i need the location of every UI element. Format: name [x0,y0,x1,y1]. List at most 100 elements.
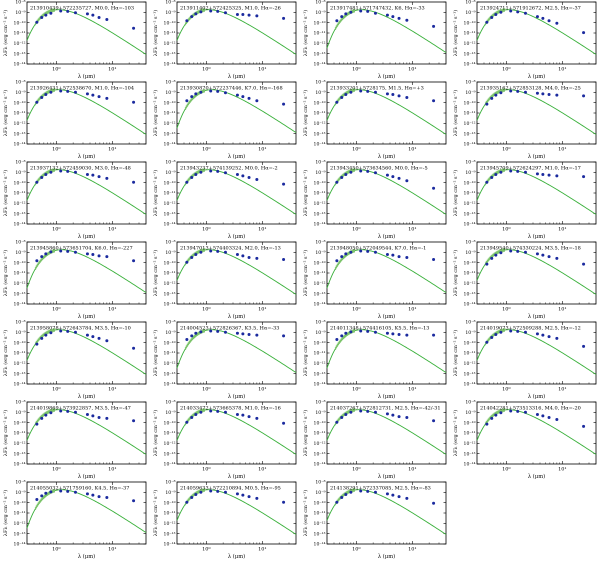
x-axis-label: λ (μm) [528,233,545,240]
photometry-point [340,334,344,338]
photometry-point [255,99,259,103]
photometry-point [199,170,203,174]
photometry-point [255,256,259,260]
y-tick-label: 10⁻⁸ [315,320,325,326]
panel-title: 214059633+572210894, M0.5, Hα=-95 [180,486,281,492]
y-tick-label: 10⁻¹⁰ [14,500,26,506]
photometry-point [432,258,436,262]
photosphere-model-line [476,169,597,215]
photometry-point [516,169,520,173]
x-axis-label: λ (μm) [78,233,95,240]
y-tick-label: 10⁻¹⁴ [314,142,326,148]
sed-panel: 10⁻⁸ 10⁻⁹ 10⁻¹⁰ 10⁻¹¹ 10⁻¹² 10⁻¹³ 10⁻¹⁴ 10⁰ 10¹ λ… [0,240,150,320]
y-tick-label: 10⁻¹⁰ [164,20,176,26]
photometry-point [405,415,409,419]
x-tick-label: 10⁰ [202,467,210,473]
photosphere-model-line [176,489,297,535]
photometry-point [97,15,101,19]
y-tick-label: 10⁻⁸ [465,400,475,406]
photosphere-model-line [326,169,447,215]
photometry-point [35,100,39,104]
sed-plot: 10⁻⁸ 10⁻⁹ 10⁻¹⁰ 10⁻¹¹ 10⁻¹² 10⁻¹³ 10⁻¹⁴ 10⁰ 10¹ λ… [2,480,147,560]
sed-panel: 10⁻⁸ 10⁻⁹ 10⁻¹⁰ 10⁻¹¹ 10⁻¹² 10⁻¹³ 10⁻¹⁴ 10⁰ 10¹ λ… [300,80,450,160]
photometry-point [49,331,53,335]
y-tick-label: 10⁻⁹ [315,410,325,416]
y-axis-label: λFλ (erg cm⁻² s⁻¹) [152,170,159,216]
y-tick-label: 10⁻¹¹ [14,511,26,517]
y-tick-label: 10⁻¹² [14,281,26,287]
photometry-point [91,252,95,256]
y-tick-label: 10⁻¹¹ [314,351,326,357]
y-tick-label: 10⁻¹² [464,361,476,367]
photometry-point [499,91,503,95]
y-tick-label: 10⁻¹² [164,121,176,127]
photometry-point [132,100,136,104]
photometry-point [194,12,198,16]
photometry-point [85,333,89,337]
photometry-point [282,16,286,20]
x-tick-label: 10⁰ [202,67,210,73]
photometry-point [40,15,44,19]
y-tick-label: 10⁻¹² [164,441,176,447]
sed-plot: 10⁻⁸ 10⁻⁹ 10⁻¹⁰ 10⁻¹¹ 10⁻¹² 10⁻¹³ 10⁻¹⁴ 10⁰ 10¹ λ… [2,240,147,320]
photometry-point [385,13,389,17]
y-tick-label: 10⁻¹⁴ [164,382,176,388]
photometry-point [366,409,370,413]
sed-plot: 10⁻⁸ 10⁻⁹ 10⁻¹⁰ 10⁻¹¹ 10⁻¹² 10⁻¹³ 10⁻¹⁴ 10⁰ 10¹ λ… [2,160,147,240]
photometry-point [340,495,344,499]
photosphere-model-line [176,9,297,55]
photometry-point [282,421,286,425]
x-axis-label: λ (μm) [78,473,95,480]
photometry-point [247,415,251,419]
y-tick-label: 10⁻¹⁰ [314,500,326,506]
photosphere-model-line [326,409,447,455]
sed-panel: 10⁻⁸ 10⁻⁹ 10⁻¹⁰ 10⁻¹¹ 10⁻¹² 10⁻¹³ 10⁻¹⁴ 10⁰ 10¹ λ… [450,320,600,400]
panel-title: 214019869+573922857, M3.5, Hα=-47 [30,406,131,412]
y-tick-label: 10⁻¹² [464,41,476,47]
photometry-point [405,179,409,183]
photometry-point [185,99,189,103]
y-tick-label: 10⁻⁸ [15,320,25,326]
photometry-point [209,9,213,13]
y-tick-label: 10⁻¹⁴ [314,382,326,388]
y-tick-label: 10⁻⁹ [315,330,325,336]
photometry-point [490,256,494,260]
y-tick-label: 10⁻⁸ [15,400,25,406]
photometry-point [44,172,48,176]
photometry-point [541,172,545,176]
sed-plot: 10⁻⁸ 10⁻⁹ 10⁻¹⁰ 10⁻¹¹ 10⁻¹² 10⁻¹³ 10⁻¹⁴ 10⁰ 10¹ λ… [152,400,297,480]
y-tick-label: 10⁻⁹ [465,90,475,96]
photometry-point [66,249,70,253]
y-tick-label: 10⁻¹⁴ [314,462,326,468]
photometry-point [335,338,339,342]
y-tick-label: 10⁻⁹ [165,250,175,256]
y-tick-label: 10⁻¹⁰ [164,180,176,186]
photometry-point [282,258,286,262]
y-axis-label: λFλ (erg cm⁻² s⁻¹) [2,90,9,136]
photometry-point [199,90,203,94]
x-tick-label: 10¹ [558,387,566,393]
photometry-point [105,18,109,22]
photometry-point [535,332,539,336]
y-tick-label: 10⁻¹² [314,521,326,527]
y-tick-label: 10⁻¹⁰ [464,100,476,106]
sed-plot: 10⁻⁸ 10⁻⁹ 10⁻¹⁰ 10⁻¹¹ 10⁻¹² 10⁻¹³ 10⁻¹⁴ 10⁰ 10¹ λ… [152,160,297,240]
panel-title: 213947013+574403324, M2.0, Hα=-13 [180,246,281,252]
photometry-point [349,90,353,94]
sed-panel: 10⁻⁸ 10⁻⁹ 10⁻¹⁰ 10⁻¹¹ 10⁻¹² 10⁻¹³ 10⁻¹⁴ 10⁰ 10¹ λ… [450,400,600,480]
photometry-point [485,340,489,344]
photometry-point [282,334,286,338]
photometry-point [66,489,70,493]
y-tick-label: 10⁻¹³ [314,531,326,537]
y-tick-label: 10⁻¹¹ [464,271,476,277]
y-tick-label: 10⁻¹⁴ [14,222,26,228]
y-tick-label: 10⁻¹³ [464,371,476,377]
photometry-point [485,422,489,426]
y-tick-label: 10⁻¹¹ [14,431,26,437]
x-tick-label: 10¹ [108,67,116,73]
panel-title: 214042281+573513316, M4.0, Hα=-20 [480,406,581,412]
y-tick-label: 10⁻¹⁴ [164,542,176,548]
sed-plot: 10⁻⁸ 10⁻⁹ 10⁻¹⁰ 10⁻¹¹ 10⁻¹² 10⁻¹³ 10⁻¹⁴ 10⁰ 10¹ λ… [152,0,297,80]
photometry-point [66,329,70,333]
y-tick-label: 10⁻¹³ [314,211,326,217]
